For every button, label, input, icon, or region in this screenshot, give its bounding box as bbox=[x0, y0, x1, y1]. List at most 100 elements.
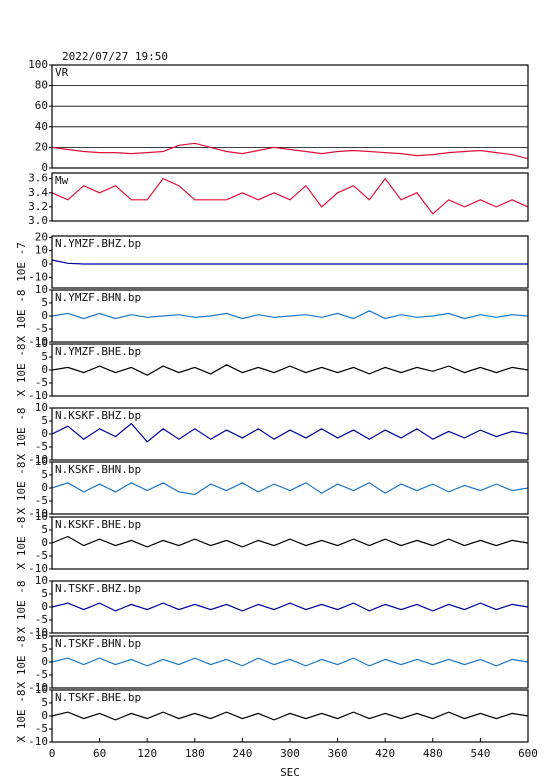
y-tick-label: 60 bbox=[35, 99, 48, 112]
x-tick-label: 60 bbox=[93, 747, 106, 760]
y-tick-label: 20 bbox=[35, 230, 48, 243]
y-axis-label: X 10E -8 bbox=[15, 517, 28, 570]
x-tick-label: 180 bbox=[185, 747, 205, 760]
trace bbox=[51, 142, 529, 160]
y-tick-label: 0 bbox=[41, 309, 48, 322]
y-tick-label: -10 bbox=[28, 270, 48, 283]
y-tick-label: 40 bbox=[35, 120, 48, 133]
y-tick-label: 5 bbox=[41, 523, 48, 536]
y-tick-label: 0 bbox=[41, 481, 48, 494]
y-tick-label: -10 bbox=[28, 507, 48, 520]
panel-title: N.YMZF.BHE.bp bbox=[55, 345, 141, 358]
y-tick-label: 5 bbox=[41, 696, 48, 709]
y-tick-label: -10 bbox=[28, 453, 48, 466]
trace bbox=[51, 364, 529, 376]
y-axis-label: X 10E -8 bbox=[15, 462, 28, 515]
y-tick-label: 10 bbox=[35, 401, 48, 414]
x-tick-label: 300 bbox=[280, 747, 300, 760]
y-tick-label: -5 bbox=[35, 722, 48, 735]
y-tick-label: 10 bbox=[35, 683, 48, 696]
y-tick-label: -10 bbox=[28, 626, 48, 639]
panel-frame bbox=[51, 407, 529, 461]
timestamp: 2022/07/27 19:50 bbox=[62, 50, 168, 63]
y-tick-label: 3.2 bbox=[28, 200, 48, 213]
y-tick-label: 10 bbox=[35, 629, 48, 642]
panel-title: N.TSKF.BHE.bp bbox=[55, 691, 141, 704]
panel-frame bbox=[51, 580, 529, 634]
y-tick-label: 0 bbox=[41, 709, 48, 722]
x-tick-label: 600 bbox=[518, 747, 538, 760]
panel-title: Mw bbox=[55, 174, 69, 187]
y-axis-label: X 10E -8 bbox=[15, 408, 28, 461]
x-tick-label: 0 bbox=[49, 747, 56, 760]
y-tick-label: 5 bbox=[41, 350, 48, 363]
panel-frame bbox=[51, 289, 529, 343]
y-tick-label: 5 bbox=[41, 296, 48, 309]
panel-frame bbox=[51, 516, 529, 570]
y-axis-label: X 10E -8 bbox=[15, 344, 28, 397]
trace bbox=[51, 310, 529, 320]
trace bbox=[51, 535, 529, 548]
y-tick-label: -5 bbox=[35, 549, 48, 562]
y-tick-label: 10 bbox=[35, 574, 48, 587]
y-tick-label: 3.6 bbox=[28, 172, 48, 185]
y-tick-label: -5 bbox=[35, 440, 48, 453]
y-axis-label: X 10E -8 bbox=[15, 690, 28, 743]
y-tick-label: 0 bbox=[41, 363, 48, 376]
x-tick-label: 240 bbox=[232, 747, 252, 760]
y-tick-label: -5 bbox=[35, 613, 48, 626]
panel-frame bbox=[51, 64, 529, 169]
y-axis-label: X 10E -8 bbox=[15, 636, 28, 689]
trace bbox=[51, 482, 529, 496]
y-tick-label: 0 bbox=[41, 655, 48, 668]
panel-title: N.TSKF.BHZ.bp bbox=[55, 582, 141, 595]
x-tick-label: 420 bbox=[375, 747, 395, 760]
trace bbox=[51, 259, 528, 265]
y-tick-label: 3.4 bbox=[28, 186, 48, 199]
y-axis-label: X 10E -8 bbox=[15, 290, 28, 343]
y-tick-label: -10 bbox=[28, 389, 48, 402]
panel-title: N.KSKF.BHE.bp bbox=[55, 518, 141, 531]
y-tick-label: -10 bbox=[28, 735, 48, 748]
trace bbox=[51, 177, 529, 215]
panel-title: N.KSKF.BHN.bp bbox=[55, 463, 141, 476]
panel-title: VR bbox=[55, 66, 69, 79]
panel-title: N.YMZF.BHN.bp bbox=[55, 291, 141, 304]
y-tick-label: 3.0 bbox=[28, 214, 48, 227]
panel-title: N.TSKF.BHN.bp bbox=[55, 637, 141, 650]
y-axis-label: 10E -7 bbox=[15, 242, 28, 282]
y-axis-label: X 10E -8 bbox=[15, 581, 28, 634]
x-axis-label: SEC bbox=[280, 766, 300, 779]
y-tick-label: -5 bbox=[35, 322, 48, 335]
y-tick-label: 5 bbox=[41, 642, 48, 655]
y-tick-label: -10 bbox=[28, 681, 48, 694]
y-tick-label: -5 bbox=[35, 494, 48, 507]
trace bbox=[51, 657, 529, 667]
trace bbox=[51, 422, 529, 443]
y-tick-label: 0 bbox=[41, 427, 48, 440]
panel-frame bbox=[51, 235, 529, 289]
y-tick-label: -10 bbox=[28, 562, 48, 575]
x-tick-label: 540 bbox=[470, 747, 490, 760]
panel-frame bbox=[51, 635, 529, 689]
y-tick-label: 10 bbox=[35, 510, 48, 523]
panel-frame bbox=[51, 461, 529, 515]
panel-frame bbox=[51, 343, 529, 397]
y-tick-label: 5 bbox=[41, 414, 48, 427]
y-tick-label: 0 bbox=[41, 161, 48, 174]
panel-frame bbox=[51, 172, 529, 222]
y-tick-label: -5 bbox=[35, 668, 48, 681]
y-tick-label: 0 bbox=[41, 257, 48, 270]
y-tick-label: 80 bbox=[35, 79, 48, 92]
x-tick-label: 360 bbox=[328, 747, 348, 760]
y-tick-label: 10 bbox=[35, 455, 48, 468]
x-tick-label: 480 bbox=[423, 747, 443, 760]
y-tick-label: -10 bbox=[28, 335, 48, 348]
panel-title: N.YMZF.BHZ.bp bbox=[55, 237, 141, 250]
panel-title: N.KSKF.BHZ.bp bbox=[55, 409, 141, 422]
trace bbox=[51, 711, 529, 721]
y-tick-label: -5 bbox=[35, 376, 48, 389]
trace bbox=[51, 602, 529, 612]
y-tick-label: 10 bbox=[35, 283, 48, 296]
y-tick-label: 5 bbox=[41, 468, 48, 481]
